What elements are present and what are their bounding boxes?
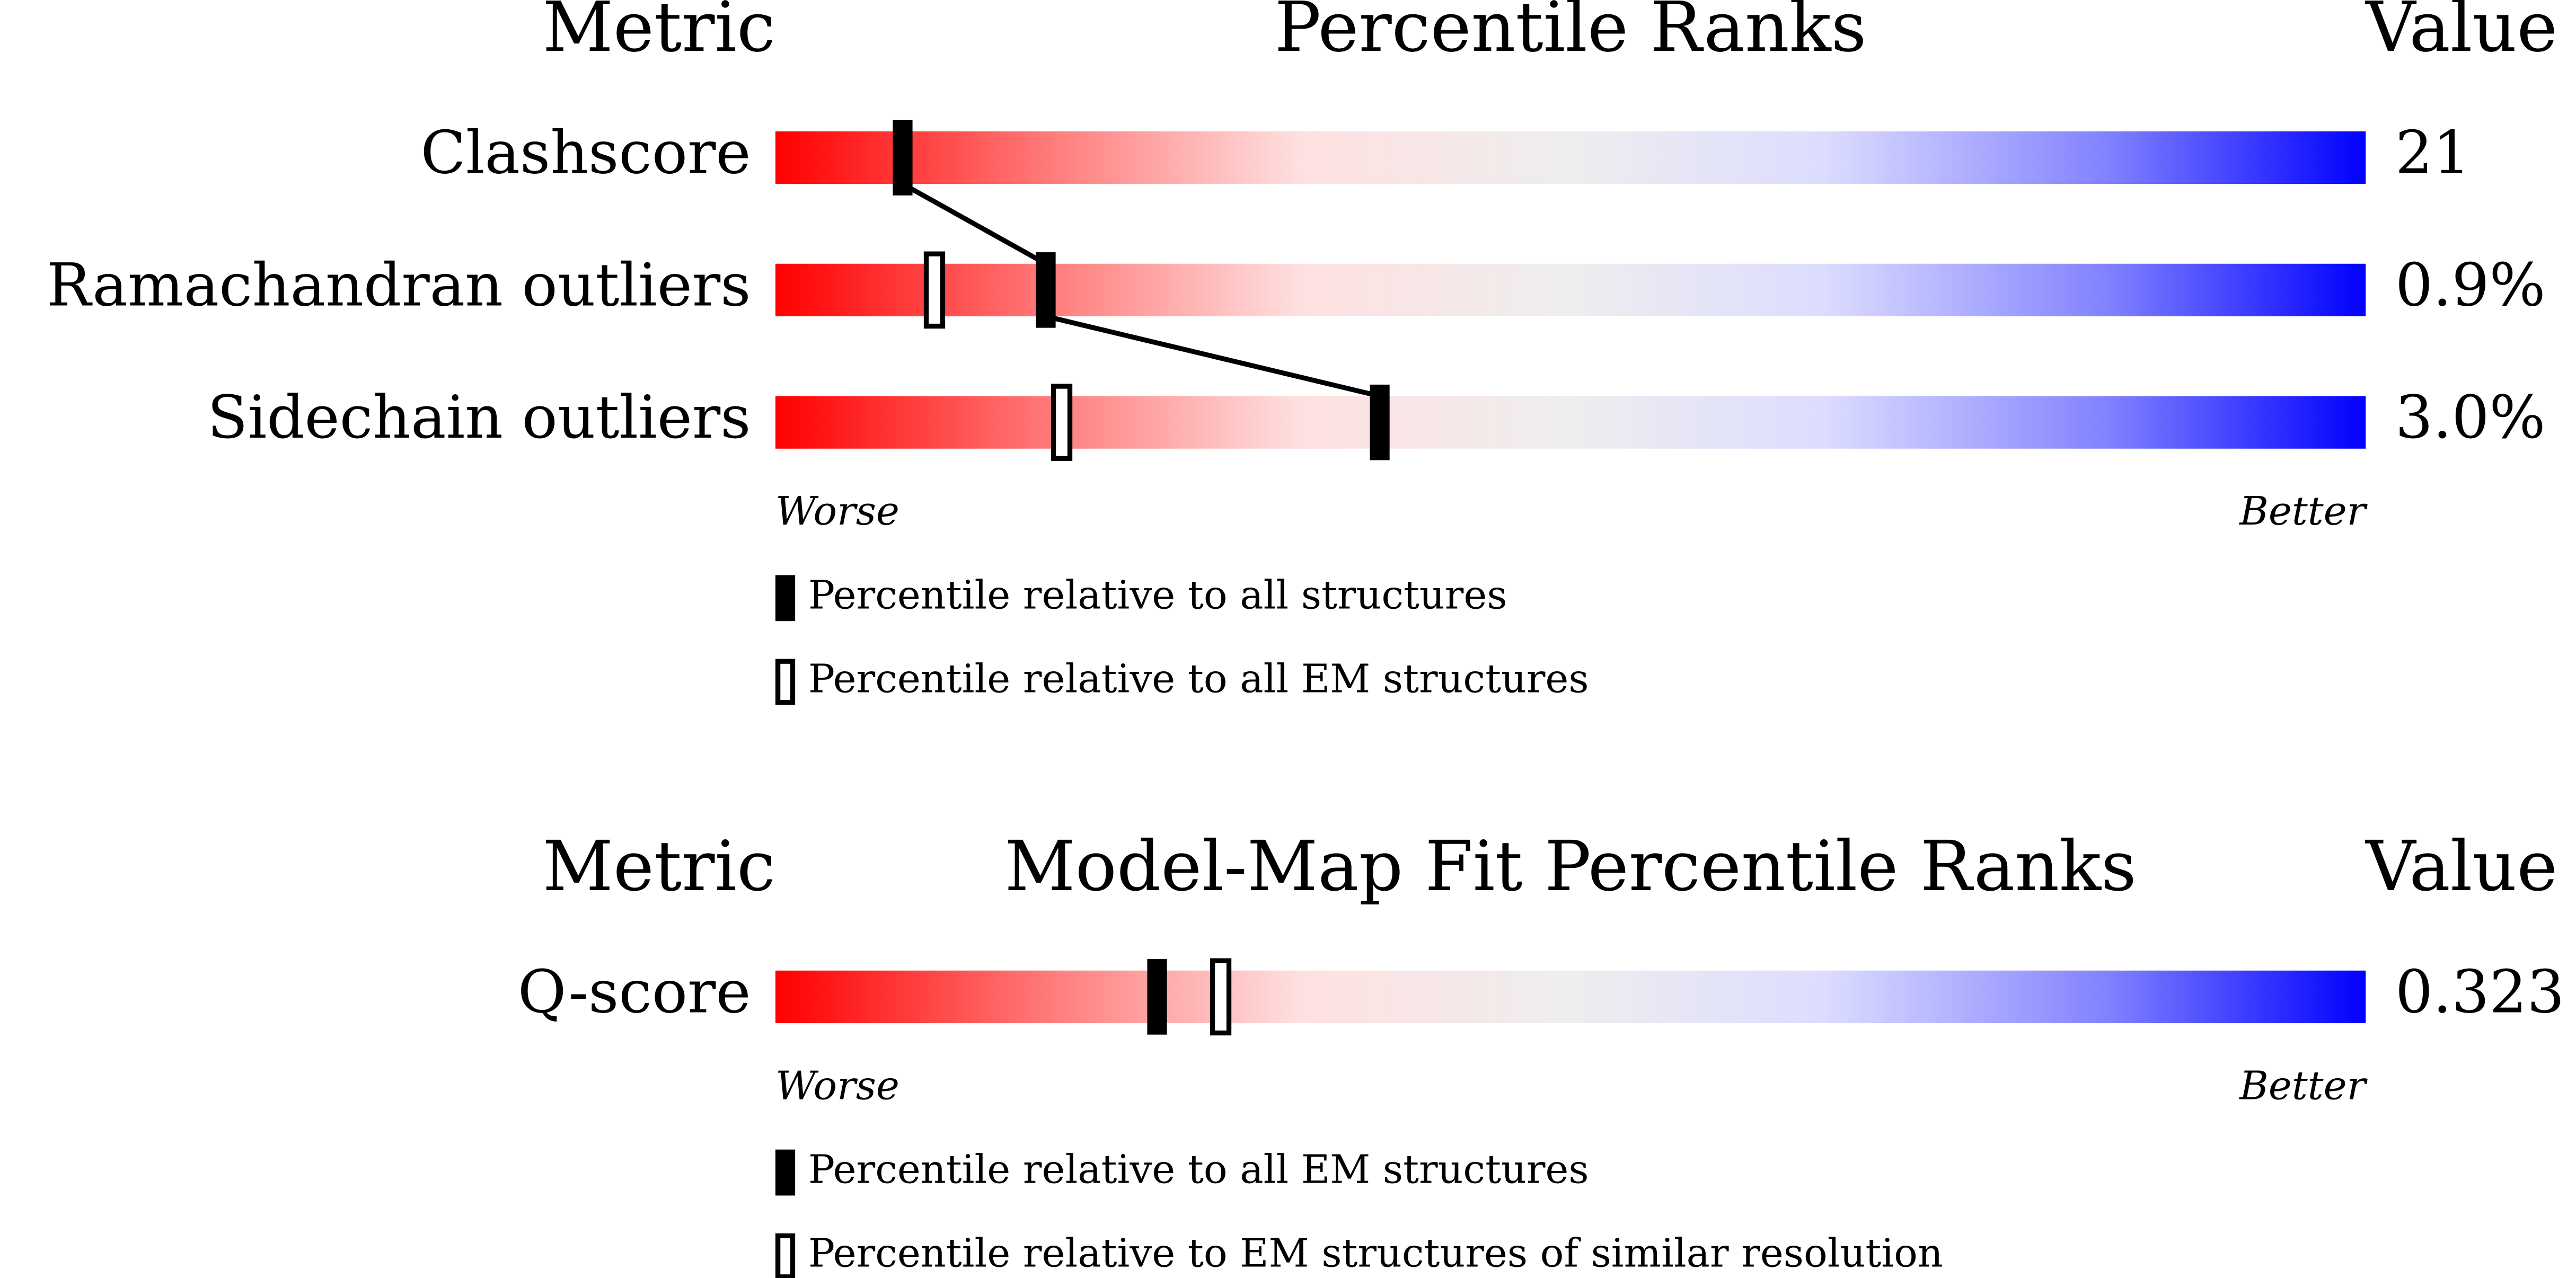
legend-swatch <box>775 659 796 705</box>
chart-title: Percentile Ranks <box>1275 0 1867 67</box>
value-header: Value <box>2365 826 2557 907</box>
percentile-marker-open <box>923 251 946 329</box>
value-header: Value <box>2365 0 2557 67</box>
legend-label: Percentile relative to all EM structures <box>808 655 1589 702</box>
percentile-marker-open <box>1210 958 1232 1036</box>
percentile-marker <box>1036 252 1056 328</box>
percentile-bar <box>775 396 2366 449</box>
percentile-marker-open <box>1051 384 1073 462</box>
connector <box>1045 314 1381 399</box>
legend-swatch <box>775 1149 796 1196</box>
legend-label: Percentile relative to all EM structures <box>808 1146 1589 1192</box>
metric-label: Clashscore <box>420 119 751 188</box>
percentile-marker <box>1147 959 1167 1035</box>
legend-label: Percentile relative to EM structures of … <box>808 1230 1943 1276</box>
percentile-bar <box>775 970 2366 1023</box>
percentile-marker <box>893 120 913 196</box>
legend-swatch <box>775 1233 796 1278</box>
worse-label: Worse <box>775 1062 899 1108</box>
percentile-bar <box>775 131 2366 184</box>
metric-value: 21 <box>2395 119 2471 188</box>
worse-label: Worse <box>775 488 899 534</box>
metric-label: Ramachandran outliers <box>47 251 751 320</box>
connector <box>901 182 1047 266</box>
metric-value: 0.9% <box>2395 251 2545 320</box>
metric-header: Metric <box>543 826 775 907</box>
legend-label: Percentile relative to all structures <box>808 572 1507 618</box>
percentile-marker <box>1370 384 1390 460</box>
legend-swatch <box>775 575 796 622</box>
metric-label: Q-score <box>518 957 751 1026</box>
chart-title: Model-Map Fit Percentile Ranks <box>1004 826 2137 907</box>
percentile-bar <box>775 263 2366 316</box>
metric-header: Metric <box>543 0 775 67</box>
better-label: Better <box>2238 1062 2368 1108</box>
better-label: Better <box>2238 488 2368 534</box>
metric-value: 0.323 <box>2395 957 2564 1026</box>
metric-value: 3.0% <box>2395 383 2545 452</box>
metric-label: Sidechain outliers <box>207 383 751 452</box>
